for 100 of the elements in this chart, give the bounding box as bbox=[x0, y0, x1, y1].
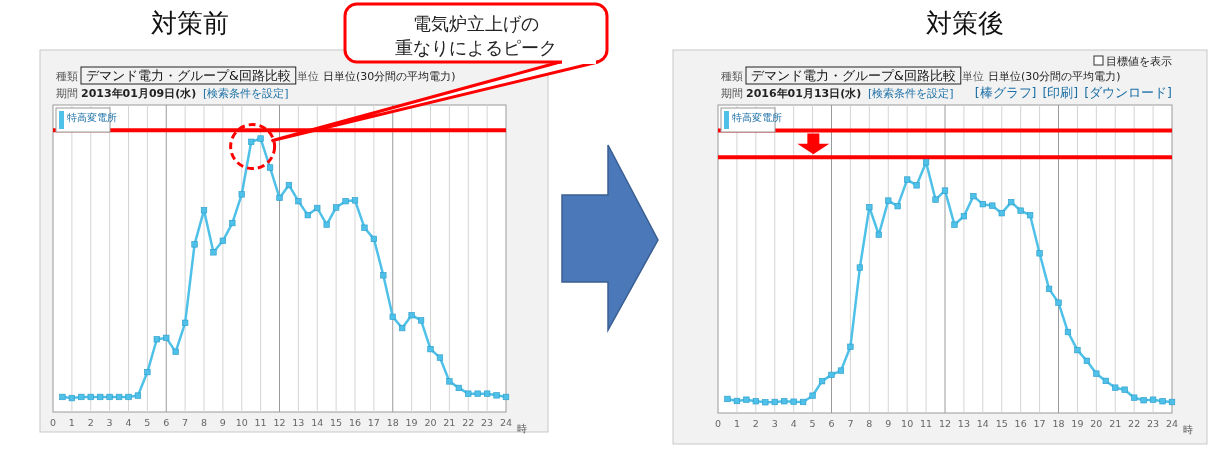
point bbox=[115, 393, 123, 401]
text: 期間 bbox=[56, 87, 78, 100]
point bbox=[885, 197, 892, 204]
x-tick-label: 18 bbox=[1052, 418, 1065, 429]
x-tick-label: 2 bbox=[87, 417, 94, 428]
x-tick-label: 20 bbox=[424, 417, 437, 428]
point bbox=[733, 397, 741, 405]
text: [印刷] bbox=[1042, 85, 1079, 100]
point bbox=[285, 181, 293, 189]
text: デマンド電力・グループ&回路比較 bbox=[751, 68, 956, 83]
point bbox=[266, 164, 274, 171]
text: 種類 bbox=[721, 70, 743, 83]
x-tick-label: 8 bbox=[866, 418, 873, 429]
point bbox=[1083, 357, 1090, 364]
x-tick-label: 3 bbox=[771, 418, 778, 429]
point bbox=[941, 187, 949, 194]
point bbox=[172, 348, 179, 355]
text: 種類 bbox=[56, 70, 78, 83]
point bbox=[1064, 328, 1072, 336]
text: [検索条件を設定] bbox=[868, 87, 954, 100]
point bbox=[875, 231, 882, 238]
point bbox=[1017, 207, 1024, 214]
x-tick-label: 10 bbox=[235, 417, 248, 428]
point bbox=[238, 191, 245, 198]
x-tick-label: 21 bbox=[443, 417, 456, 428]
point bbox=[1112, 384, 1119, 391]
point bbox=[809, 392, 816, 399]
point bbox=[408, 312, 415, 319]
point bbox=[399, 324, 406, 332]
x-tick-label: 9 bbox=[885, 418, 892, 429]
point bbox=[153, 336, 160, 343]
point bbox=[163, 334, 170, 341]
point bbox=[904, 176, 911, 183]
point bbox=[932, 196, 939, 203]
point bbox=[979, 201, 986, 208]
text: 単位 bbox=[297, 70, 319, 83]
point bbox=[106, 393, 113, 401]
point bbox=[847, 343, 854, 350]
point bbox=[913, 182, 920, 189]
x-tick-label: 11 bbox=[254, 417, 267, 428]
x-tick-label: 16 bbox=[348, 417, 362, 428]
point bbox=[1131, 394, 1138, 401]
point bbox=[446, 378, 453, 385]
x-tick-label: 13 bbox=[292, 417, 305, 428]
x-tick-label: 6 bbox=[828, 418, 835, 429]
point bbox=[78, 393, 85, 401]
point bbox=[856, 264, 863, 271]
x-tick-label: 22 bbox=[462, 417, 475, 428]
x-tick-label: 23 bbox=[1147, 418, 1160, 429]
text: 電気炉立上げの bbox=[413, 13, 539, 34]
text: 日単位(30分間の平均電力) bbox=[988, 70, 1121, 83]
text: デマンド電力・グループ&回路比較 bbox=[86, 68, 291, 83]
point bbox=[314, 204, 321, 212]
point bbox=[960, 213, 968, 220]
chart-title: 対策後 bbox=[926, 8, 1004, 38]
point bbox=[502, 393, 510, 401]
chart-title: 対策前 bbox=[151, 8, 229, 38]
x-tick-label: 24 bbox=[499, 417, 513, 428]
point bbox=[493, 392, 500, 399]
point bbox=[781, 398, 788, 405]
x-tick-label: 13 bbox=[957, 418, 970, 429]
text: 2016年01月13日(水) bbox=[746, 87, 862, 100]
point bbox=[762, 399, 769, 406]
point bbox=[276, 194, 283, 201]
point bbox=[455, 384, 462, 392]
point bbox=[1055, 299, 1062, 306]
point bbox=[257, 135, 264, 142]
point bbox=[951, 221, 958, 228]
x-tick-label: 15 bbox=[330, 417, 343, 428]
point bbox=[1168, 398, 1176, 406]
point bbox=[87, 393, 94, 401]
point bbox=[342, 198, 349, 205]
x-tick-label: 9 bbox=[219, 417, 226, 428]
x-tick-label: 14 bbox=[311, 417, 324, 428]
x-axis-title: 時 bbox=[1183, 424, 1193, 435]
x-tick-label: 0 bbox=[714, 418, 722, 429]
point bbox=[144, 368, 151, 376]
point bbox=[436, 354, 444, 361]
point bbox=[68, 394, 75, 402]
point bbox=[417, 317, 425, 324]
point bbox=[370, 235, 377, 243]
x-tick-label: 5 bbox=[809, 418, 816, 429]
x-tick-label: 3 bbox=[106, 417, 113, 428]
point bbox=[1102, 377, 1109, 385]
point bbox=[97, 393, 104, 401]
point bbox=[724, 395, 731, 403]
text: 目標値を表示 bbox=[1106, 55, 1172, 68]
point bbox=[182, 319, 189, 326]
point bbox=[818, 378, 826, 385]
x-tick-label: 11 bbox=[920, 418, 933, 429]
text: [検索条件を設定] bbox=[203, 87, 289, 100]
x-tick-label: 0 bbox=[49, 417, 57, 428]
x-tick-label: 12 bbox=[273, 417, 286, 428]
point bbox=[474, 390, 481, 397]
x-tick-label: 17 bbox=[367, 417, 380, 428]
point bbox=[866, 204, 873, 211]
text: 日単位(30分間の平均電力) bbox=[323, 70, 456, 83]
text: 期間 bbox=[721, 87, 743, 100]
point bbox=[59, 393, 66, 401]
point bbox=[837, 367, 845, 374]
